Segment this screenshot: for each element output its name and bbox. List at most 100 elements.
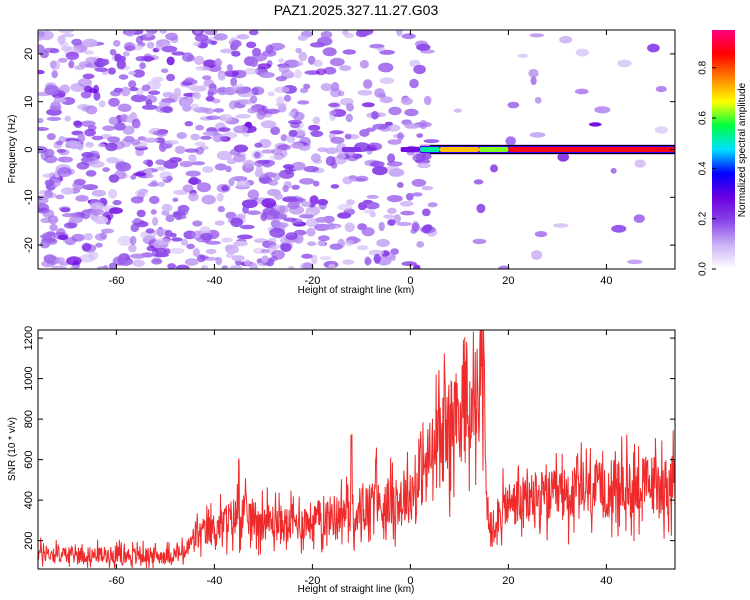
heatmap-blob [299,178,315,185]
heatmap-blob [357,30,374,36]
heatmap-blob [306,227,316,237]
heatmap-blob [195,66,212,71]
heatmap-blob [71,233,85,242]
heatmap-blob [73,120,83,129]
heatmap-blob [169,247,185,255]
heatmap-blob [80,120,96,127]
heatmap-blob [163,159,179,169]
heatmap-blob [221,185,229,192]
heatmap-blob [108,188,118,199]
heatmap-blob [299,87,309,94]
heatmap-blob [298,51,308,62]
heatmap-blob [364,256,371,266]
heatmap-blob [229,148,241,156]
heatmap-blob [109,49,117,56]
heatmap-blob [412,192,423,197]
heatmap-blob [57,35,66,45]
heatmap-blob [80,157,94,163]
heatmap-blob [214,163,228,171]
heatmap-blob [49,60,57,69]
heatmap-blob [517,53,529,59]
heatmap-blob [166,73,176,82]
x-tick-label: -20 [304,575,320,587]
heatmap-blob [84,128,96,137]
heatmap-blob [575,48,589,57]
heatmap-blob [507,101,520,109]
heatmap-blob [81,151,94,158]
heatmap-blob [383,214,395,219]
heatmap-blob [164,229,173,238]
snr-x-ticks: -60 -40 -20 0 20 40 [108,330,613,587]
heatmap-blob [55,194,65,200]
heatmap-blob [272,172,281,181]
heatmap-blob [371,110,379,120]
heatmap-blob [199,85,207,92]
heatmap-blob [498,265,510,269]
heatmap-blob [117,235,133,246]
heatmap-blob [236,234,253,240]
heatmap-blob [344,239,355,247]
heatmap-blob [473,179,484,185]
heatmap-blob [129,87,139,92]
heatmap-blob [415,153,427,162]
heatmap-blob [611,224,627,233]
x-tick-label: 0 [407,275,413,287]
heatmap-blob [345,113,353,123]
heatmap-blob [99,232,108,240]
heatmap-blob [247,107,258,114]
heatmap-blob [323,66,337,75]
heatmap-blob [108,174,120,183]
heatmap-blob [190,103,200,112]
heatmap-blob [188,154,197,163]
heatmap-blob [312,180,320,187]
x-tick-label: -60 [108,575,124,587]
heatmap-blob [177,204,190,213]
heatmap-blob [274,193,283,200]
heatmap-blob [56,257,65,264]
heatmap-blob [266,210,281,216]
heatmap-blob [472,238,487,245]
heatmap-blob [330,184,340,189]
heatmap-blob [589,122,602,127]
heatmap-blob [529,132,546,138]
snr-series-line [38,330,675,569]
heatmap-blob [175,264,190,269]
heatmap-blob [211,98,221,104]
heatmap-blob [192,91,201,99]
heatmap-blob [317,239,326,247]
heatmap-blob [372,165,388,176]
heatmap-blob [291,184,300,190]
heatmap-blob [212,132,224,143]
heatmap-blob [285,232,298,241]
heatmap-blob [195,124,205,131]
heatmap-blob [411,178,427,187]
heatmap-blob [291,161,306,171]
heatmap-blob [294,69,302,79]
heatmap-blob [65,140,82,149]
heatmap-blob [253,151,261,159]
heatmap-blob [280,134,288,142]
heatmap-blob [38,195,51,200]
heatmap-blob [365,127,376,132]
heatmap-blob [361,227,375,237]
heatmap-blob [65,51,80,61]
heatmap-blob [80,91,92,99]
colorbar-tick-label: 0.2 [698,211,709,225]
heatmap-blob [271,148,282,155]
heatmap-blob [557,152,569,162]
colorbar-label: Normalized spectral amplitude [737,82,748,217]
x-tick-label: -40 [206,575,222,587]
heatmap-blob [93,91,101,101]
heatmap-blob [184,148,199,153]
heatmap-blob [633,214,645,223]
heatmap-blob [242,68,259,75]
heatmap-blob [404,108,419,117]
heatmap-blob [106,157,119,164]
heatmap-blob [308,124,321,132]
heatmap-blob [203,79,214,87]
heatmap-blob [228,178,235,187]
heatmap-blob [102,125,116,131]
heatmap-blob [241,199,258,209]
heatmap-blob [167,263,176,269]
